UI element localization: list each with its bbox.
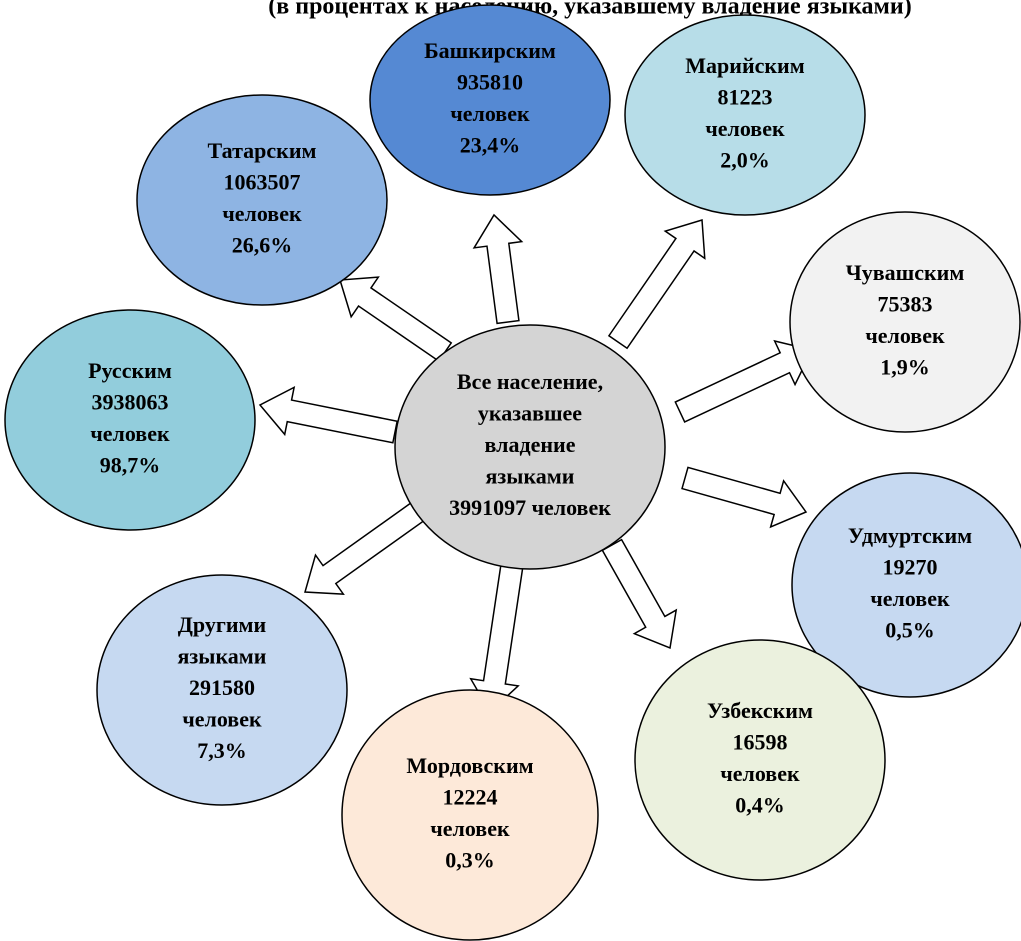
language-node-text: 1,9% [880, 354, 930, 379]
language-node-text: Узбекским [707, 698, 813, 723]
language-node-text: 2,0% [720, 147, 770, 172]
language-node-text: 19270 [883, 554, 938, 579]
language-node [4, 309, 256, 531]
language-node-text: человек [90, 421, 170, 446]
language-node-text: 1063507 [224, 169, 301, 194]
language-node-text: 0,4% [735, 792, 785, 817]
arrow [674, 339, 814, 423]
language-node-text: 935810 [457, 69, 523, 94]
language-node [789, 211, 1021, 433]
language-node-text: человек [450, 101, 530, 126]
language-node-text: 0,5% [885, 617, 935, 642]
language-node-text: Чувашским [846, 260, 965, 285]
language-node-text: Другими [178, 612, 267, 637]
center-node-text: указавшее [478, 401, 582, 426]
language-node [341, 689, 599, 941]
language-node-text: 26,6% [232, 232, 293, 257]
language-node-text: человек [430, 816, 510, 841]
language-node-text: 23,4% [460, 132, 521, 157]
language-node-text: 291580 [189, 675, 255, 700]
language-node-text: Удмуртским [848, 523, 972, 548]
arrow [607, 219, 706, 350]
language-node-text: 0,3% [445, 847, 495, 872]
language-node-text: 7,3% [197, 738, 247, 763]
language-node-text: Русским [88, 358, 172, 383]
arrow [304, 499, 428, 595]
language-node-text: Башкирским [424, 38, 556, 63]
language-node-text: человек [720, 761, 800, 786]
center-node-text: владение [485, 432, 576, 457]
language-node-text: человек [705, 116, 785, 141]
arrow [472, 213, 524, 325]
center-node-text: 3991097 человек [449, 495, 611, 520]
language-node-text: 3938063 [92, 389, 169, 414]
language-node-text: Татарским [208, 138, 317, 163]
arrow [339, 276, 453, 363]
language-node-text: 75383 [878, 291, 933, 316]
arrow [601, 538, 678, 650]
arrow [258, 385, 399, 444]
language-node-text: человек [182, 707, 262, 732]
language-node [96, 574, 348, 806]
language-node [791, 472, 1021, 698]
language-node [136, 94, 388, 306]
language-node-text: 98,7% [100, 452, 161, 477]
language-node-text: Марийским [685, 53, 804, 78]
language-node-text: Мордовским [406, 753, 533, 778]
language-node-text: человек [222, 201, 302, 226]
language-node-text: 81223 [718, 84, 773, 109]
language-node [369, 4, 611, 196]
language-node-text: человек [870, 586, 950, 611]
language-node-text: 16598 [733, 729, 788, 754]
language-node-text: человек [865, 323, 945, 348]
center-node-text: Все население, [457, 369, 603, 394]
language-node [624, 14, 866, 216]
arrow [681, 466, 808, 529]
center-node [394, 324, 666, 570]
language-node [634, 639, 886, 881]
language-node-text: 12224 [443, 784, 498, 809]
center-node-text: языками [486, 464, 575, 489]
language-node-text: языками [178, 644, 267, 669]
title: (в процентах к населению, указавшему вла… [268, 0, 911, 20]
